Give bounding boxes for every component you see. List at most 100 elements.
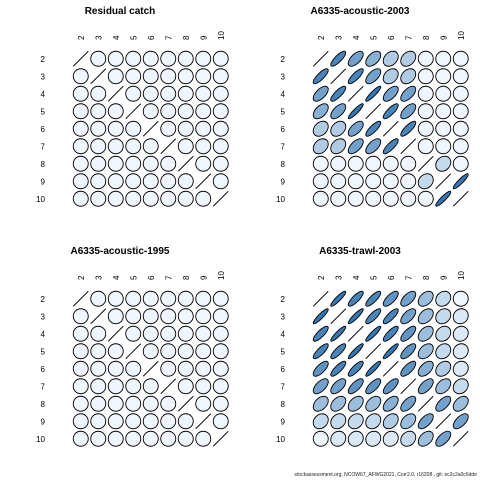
correlation-ellipse: [382, 190, 399, 207]
correlation-ellipse: [330, 378, 347, 395]
correlation-ellipse: [400, 343, 417, 360]
correlation-ellipse: [400, 395, 417, 412]
y-tick-label: 9: [41, 177, 46, 186]
correlation-ellipse: [72, 155, 89, 172]
panel-title: A6335-acoustic-1995: [71, 246, 170, 257]
panel-0: Residual catch 2 2 3 3 4 4 5 5 6 6 7 7 8 8 9 9 10 10: [36, 6, 229, 207]
correlation-ellipse: [312, 325, 329, 342]
correlation-ellipse: [160, 290, 177, 307]
correlation-ellipse: [90, 413, 107, 430]
correlation-ellipse: [347, 430, 364, 447]
correlation-ellipse: [417, 68, 434, 85]
diagonal-mark: [365, 103, 382, 120]
correlation-ellipse: [142, 173, 159, 190]
x-tick-label: 10: [457, 271, 466, 280]
correlation-ellipse: [72, 395, 89, 412]
correlation-ellipse: [347, 155, 364, 172]
correlation-ellipse: [312, 85, 329, 102]
correlation-ellipse: [312, 430, 329, 447]
correlation-ellipse: [195, 430, 212, 447]
correlation-ellipse: [142, 325, 159, 342]
correlation-ellipse: [435, 360, 452, 377]
diagonal-mark: [382, 120, 399, 137]
correlation-ellipse: [400, 190, 417, 207]
correlation-ellipse: [435, 190, 452, 207]
correlation-ellipse: [195, 50, 212, 67]
y-tick-label: 4: [41, 90, 46, 99]
correlation-ellipse: [177, 308, 194, 325]
correlation-ellipse: [365, 68, 382, 85]
correlation-ellipse: [347, 190, 364, 207]
y-tick-label: 8: [41, 400, 46, 409]
y-tick-label: 10: [36, 435, 45, 444]
correlation-ellipse: [347, 308, 364, 325]
y-tick-label: 2: [41, 55, 46, 64]
y-tick-label: 10: [36, 195, 45, 204]
correlation-ellipse: [330, 325, 347, 342]
correlation-ellipse: [435, 343, 452, 360]
correlation-ellipse: [382, 430, 399, 447]
y-tick-label: 3: [281, 72, 286, 81]
diagonal-mark: [212, 190, 229, 207]
correlation-ellipse: [177, 85, 194, 102]
correlation-ellipse: [312, 378, 329, 395]
correlation-ellipse: [125, 138, 142, 155]
correlation-ellipse: [347, 138, 364, 155]
correlation-ellipse: [125, 173, 142, 190]
y-tick-label: 2: [281, 55, 286, 64]
y-tick-label: 9: [281, 417, 286, 426]
correlation-ellipse: [160, 50, 177, 67]
correlation-ellipse: [125, 360, 142, 377]
diagonal-mark: [160, 138, 177, 155]
diagonal-mark: [160, 378, 177, 395]
correlation-ellipse: [125, 395, 142, 412]
correlation-ellipse: [212, 308, 229, 325]
y-tick-label: 6: [41, 125, 46, 134]
correlation-ellipse: [435, 50, 452, 67]
correlation-ellipse: [107, 360, 124, 377]
x-tick-label: 3: [94, 275, 103, 280]
correlation-ellipse: [452, 395, 469, 412]
correlation-ellipse: [435, 120, 452, 137]
correlation-ellipse: [452, 155, 469, 172]
correlation-ellipse: [312, 308, 329, 325]
correlation-ellipse: [330, 120, 347, 137]
correlation-ellipse: [382, 155, 399, 172]
correlation-ellipse: [330, 395, 347, 412]
x-tick-label: 2: [317, 35, 326, 40]
correlation-ellipse: [142, 343, 159, 360]
correlation-ellipse: [330, 343, 347, 360]
x-tick-label: 5: [129, 275, 138, 280]
correlation-ellipse: [90, 290, 107, 307]
correlation-ellipse: [160, 155, 177, 172]
x-tick-label: 6: [147, 275, 156, 280]
correlation-ellipse: [107, 378, 124, 395]
diagonal-mark: [452, 190, 469, 207]
correlation-ellipse: [212, 155, 229, 172]
correlation-ellipse: [107, 290, 124, 307]
correlation-ellipse: [452, 68, 469, 85]
x-tick-label: 9: [439, 35, 448, 40]
correlation-ellipse: [452, 290, 469, 307]
correlation-ellipse: [435, 308, 452, 325]
correlation-ellipse: [107, 430, 124, 447]
correlation-ellipse: [90, 430, 107, 447]
correlation-ellipse: [160, 103, 177, 120]
correlation-ellipse: [160, 343, 177, 360]
correlation-ellipse: [330, 173, 347, 190]
correlation-ellipse: [90, 395, 107, 412]
correlation-ellipse: [452, 138, 469, 155]
correlation-ellipse: [347, 395, 364, 412]
correlation-ellipse: [312, 120, 329, 137]
x-tick-label: 10: [457, 31, 466, 40]
x-tick-label: 4: [112, 275, 121, 280]
correlation-ellipse: [195, 290, 212, 307]
correlation-ellipse: [107, 50, 124, 67]
x-tick-label: 3: [94, 35, 103, 40]
correlation-ellipse: [177, 68, 194, 85]
correlation-ellipse: [330, 138, 347, 155]
correlation-ellipse: [72, 430, 89, 447]
correlation-ellipse: [365, 85, 382, 102]
x-tick-label: 9: [199, 35, 208, 40]
correlation-ellipse: [125, 155, 142, 172]
